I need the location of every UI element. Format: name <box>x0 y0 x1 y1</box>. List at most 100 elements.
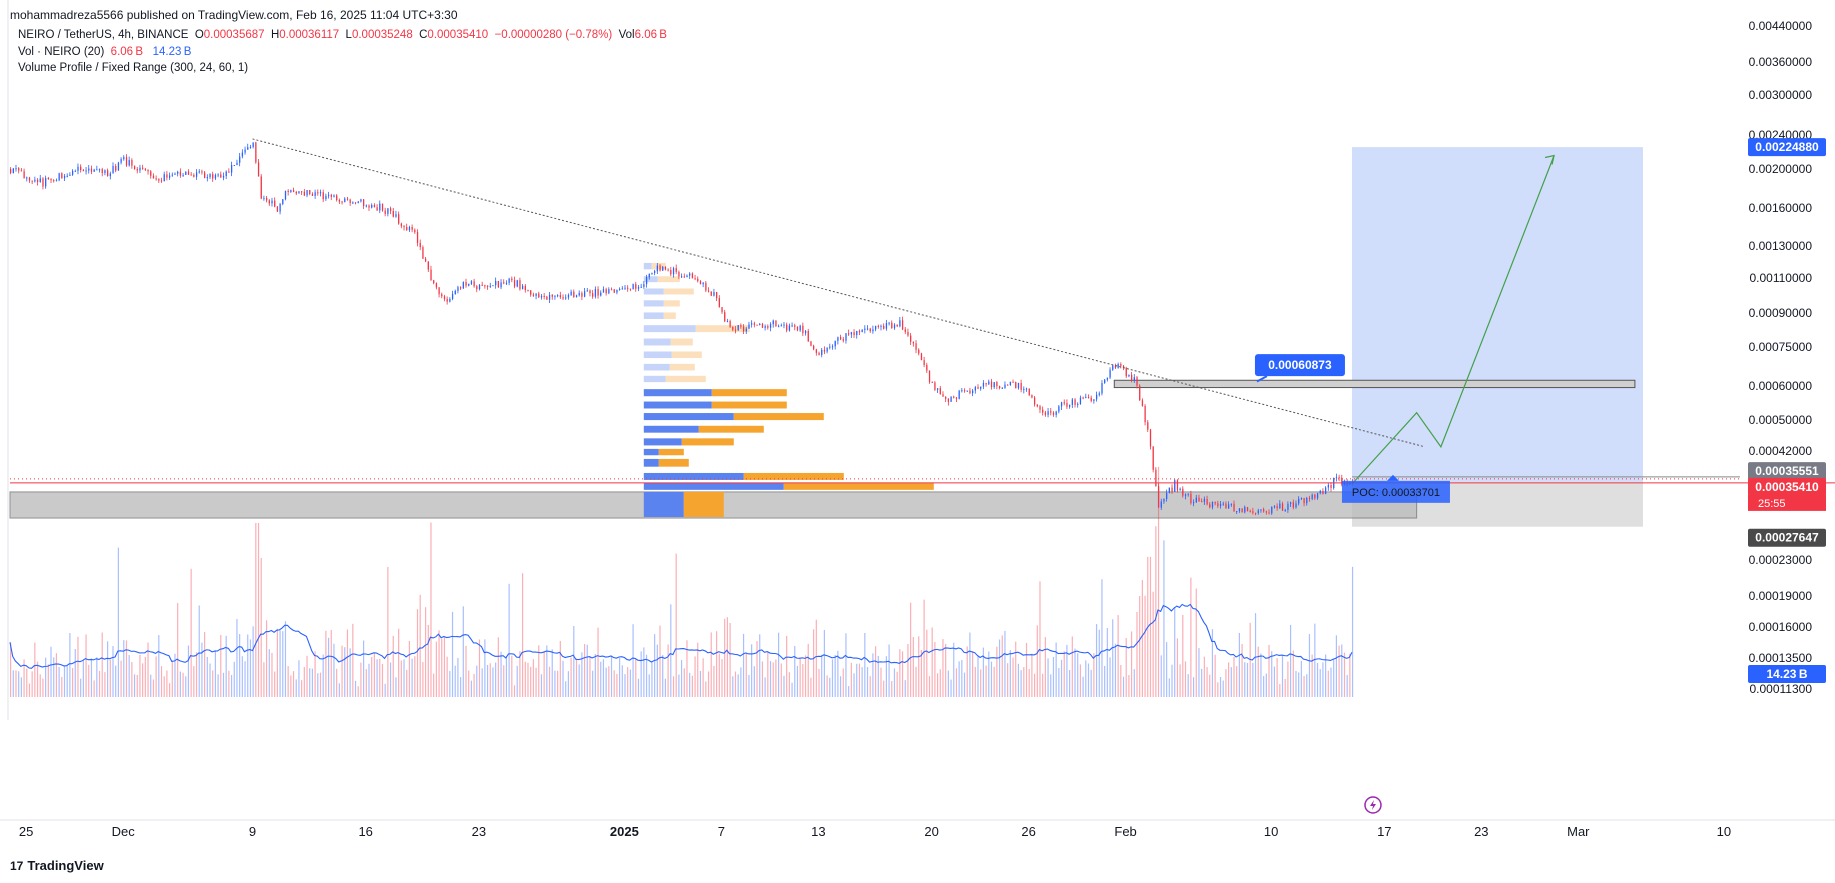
volume-bar <box>500 651 502 697</box>
candle-body <box>252 142 254 147</box>
volume-bar <box>1268 644 1270 697</box>
candle-body <box>36 179 39 182</box>
volume-bar <box>365 669 367 697</box>
candle-body <box>621 288 623 290</box>
volume-bar <box>699 670 702 697</box>
candle-body <box>1128 374 1130 377</box>
volume-bar <box>557 670 559 697</box>
candle-body <box>1112 365 1114 370</box>
candle-body <box>982 382 985 387</box>
volume-bar <box>352 623 354 697</box>
volume-indicator-label[interactable]: Vol · NEIRO (20) <box>18 46 105 58</box>
candle-body <box>309 190 311 194</box>
candle-body <box>980 386 982 389</box>
volume-bar <box>179 671 181 697</box>
volume-bar <box>888 644 890 697</box>
candle-body <box>896 324 898 327</box>
volume-bar <box>206 656 208 697</box>
projection-path <box>1351 155 1555 485</box>
volume-bar <box>279 630 281 697</box>
candle-body <box>853 332 855 336</box>
volume-bar <box>691 675 693 697</box>
candle-body <box>920 353 923 361</box>
candle-body <box>656 265 659 272</box>
candle-body <box>963 390 966 392</box>
candle-body <box>66 175 68 177</box>
candle-body <box>594 289 597 297</box>
vp-bar-up <box>643 288 664 295</box>
volume-bar <box>333 643 335 697</box>
vp-bar-up <box>643 458 659 467</box>
volume-bar <box>457 657 459 697</box>
candle-body <box>672 268 675 275</box>
volume-bar <box>271 652 273 697</box>
candle-body <box>220 174 222 178</box>
candle-body <box>899 320 901 327</box>
volume-bar <box>252 626 254 697</box>
volume-bar <box>1214 654 1216 697</box>
candle-body <box>807 330 809 342</box>
volume-bar <box>1203 656 1205 697</box>
candle-body <box>1125 367 1127 377</box>
volume-bar <box>18 671 20 697</box>
candle-body <box>338 200 341 202</box>
candle-body <box>961 390 963 392</box>
candle-body <box>484 285 486 287</box>
candle-body <box>1025 388 1028 390</box>
volume-bar <box>1166 642 1168 697</box>
candle-body <box>168 175 171 178</box>
volume-bar <box>1182 614 1184 697</box>
volume-bar <box>274 671 276 697</box>
volume-bar <box>263 662 265 697</box>
vp-bar-up <box>643 363 670 371</box>
volume-bar <box>1284 678 1286 697</box>
volume-bar <box>1168 678 1170 697</box>
countdown-bg <box>1748 494 1826 511</box>
candle-body <box>1052 412 1055 415</box>
volume-bar <box>640 651 642 697</box>
vp-bar-up <box>643 389 712 397</box>
volume-bar <box>1042 673 1044 697</box>
vp-bar-up <box>643 375 666 383</box>
candle-body <box>686 275 688 277</box>
volume-bar <box>748 675 750 697</box>
y-tick-label: 0.00090000 <box>1749 306 1813 320</box>
volume-profile-legend[interactable]: Volume Profile / Fixed Range (300, 24, 6… <box>18 62 249 74</box>
volume-bar <box>815 619 817 697</box>
candle-body <box>352 202 354 204</box>
volume-bar <box>80 678 82 697</box>
candle-body <box>314 192 316 196</box>
volume-bar <box>686 640 688 697</box>
candle-body <box>1001 387 1003 389</box>
volume-bar <box>680 660 683 697</box>
candle-body <box>831 346 834 348</box>
volume-bar <box>554 670 556 697</box>
candle-body <box>1330 484 1332 489</box>
symbol-label[interactable]: NEIRO / TetherUS, 4h, BINANCE <box>18 29 189 41</box>
candle-body <box>705 282 707 291</box>
volume-bar <box>104 672 106 697</box>
candle-body <box>1168 487 1171 493</box>
volume-bar <box>850 662 852 697</box>
tradingview-logo[interactable]: 17 TradingView <box>10 858 104 873</box>
candle-body <box>742 326 745 332</box>
candle-body <box>239 156 241 163</box>
volume-bar <box>742 633 745 697</box>
volume-bar <box>325 630 327 697</box>
candle-body <box>1268 512 1270 514</box>
volume-bar <box>589 656 591 697</box>
volume-bar <box>1222 680 1224 697</box>
volume-bar <box>276 628 278 697</box>
candle-body <box>592 293 594 297</box>
volume-bar <box>249 639 252 697</box>
volume-bar <box>123 640 125 697</box>
volume-bar <box>672 676 675 697</box>
candle-body <box>50 178 52 181</box>
candle-body <box>1174 480 1176 492</box>
candle-body <box>640 286 642 288</box>
change-value: −0.00000280 (−0.78%) <box>494 29 613 41</box>
volume-bar <box>107 641 109 697</box>
volume-bar <box>1195 588 1197 697</box>
candle-body <box>193 175 195 177</box>
